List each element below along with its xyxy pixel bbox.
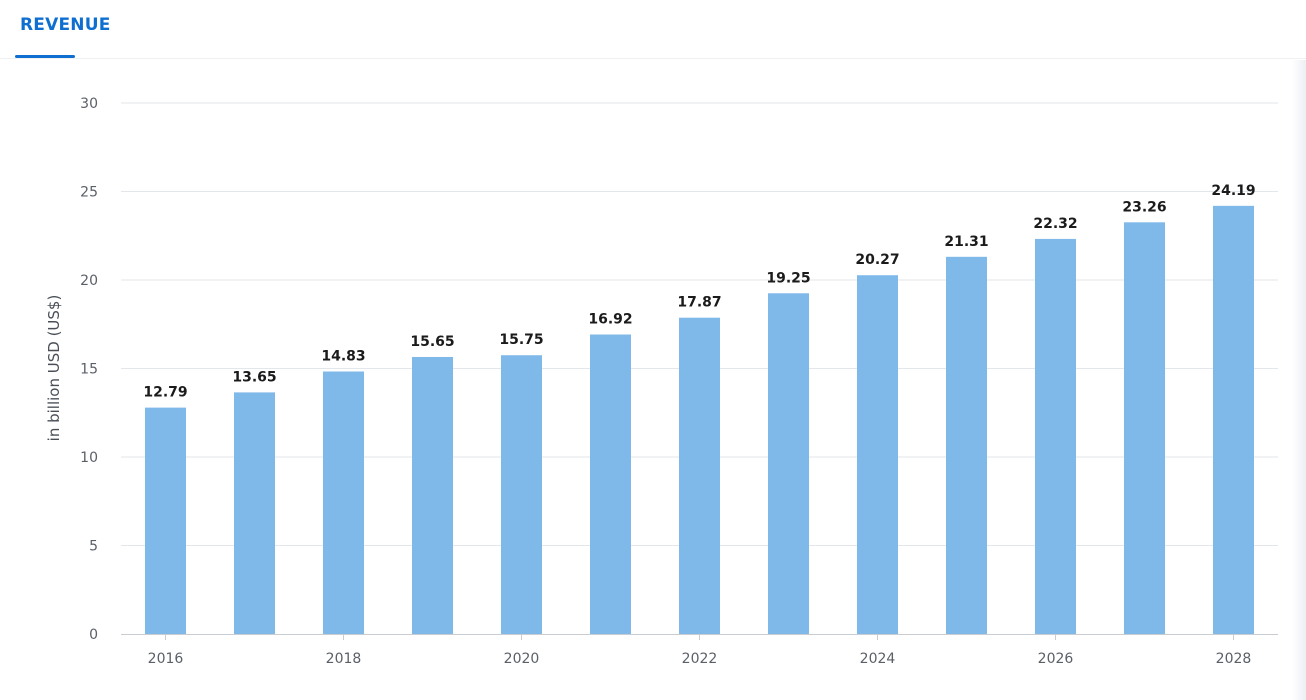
bar-2027[interactable] — [1124, 222, 1165, 634]
bar-2026[interactable] — [1035, 238, 1076, 634]
bar-2016[interactable] — [145, 407, 186, 634]
bar-2021[interactable] — [590, 334, 631, 634]
x-tick-label: 2026 — [1038, 651, 1074, 667]
data-label-2028: 24.19 — [1211, 183, 1255, 199]
gridlines — [121, 102, 1278, 546]
data-label-2026: 22.32 — [1033, 216, 1077, 232]
data-label-2016: 12.79 — [143, 385, 187, 401]
tab-bar: REVENUE — [0, 0, 1306, 59]
x-tick-label: 2028 — [1216, 651, 1252, 667]
x-tick-label: 2022 — [682, 651, 718, 667]
y-axis-ticks: 0 5 10 15 20 25 30 — [80, 96, 98, 643]
bar-2023[interactable] — [768, 293, 809, 634]
data-labels: 12.79 13.65 14.83 15.65 15.75 16.92 17.87 19.25… — [143, 183, 1255, 401]
data-label-2019: 15.65 — [410, 334, 454, 350]
y-tick-label: 15 — [80, 362, 98, 378]
data-label-2025: 21.31 — [944, 234, 988, 250]
bar-2017[interactable] — [234, 392, 275, 634]
data-label-2017: 13.65 — [232, 369, 276, 385]
x-tick-label: 2024 — [860, 651, 896, 667]
data-label-2023: 19.25 — [766, 270, 810, 286]
y-tick-label: 10 — [80, 450, 98, 466]
x-tick-label: 2016 — [148, 651, 184, 667]
scroll-shade — [1292, 60, 1306, 700]
data-label-2027: 23.26 — [1122, 199, 1166, 215]
bar-2020[interactable] — [501, 355, 542, 634]
y-tick-label: 0 — [89, 627, 98, 643]
bar-2028[interactable] — [1213, 205, 1254, 634]
bar-2018[interactable] — [323, 371, 364, 634]
bar-2025[interactable] — [946, 256, 987, 634]
data-label-2024: 20.27 — [855, 252, 899, 268]
y-tick-label: 20 — [80, 273, 98, 289]
data-label-2021: 16.92 — [588, 312, 632, 328]
bar-2022[interactable] — [679, 317, 720, 634]
x-tick-label: 2018 — [326, 651, 362, 667]
y-tick-label: 5 — [89, 539, 98, 555]
y-tick-label: 30 — [80, 96, 98, 112]
bar-2019[interactable] — [412, 356, 453, 634]
tab-active-indicator — [15, 55, 75, 58]
x-axis-ticks: 2016 2018 2020 2022 2024 2026 2028 — [148, 634, 1252, 667]
tab-revenue-label: REVENUE — [20, 15, 111, 35]
x-tick-label: 2020 — [504, 651, 540, 667]
tab-revenue[interactable]: REVENUE — [20, 0, 111, 58]
data-label-2022: 17.87 — [677, 295, 721, 311]
y-tick-label: 25 — [80, 185, 98, 201]
data-label-2020: 15.75 — [499, 332, 543, 348]
data-label-2018: 14.83 — [321, 349, 365, 365]
y-axis-label: in billion USD (US$) — [45, 295, 63, 442]
bar-2024[interactable] — [857, 275, 898, 634]
bars — [145, 205, 1254, 634]
